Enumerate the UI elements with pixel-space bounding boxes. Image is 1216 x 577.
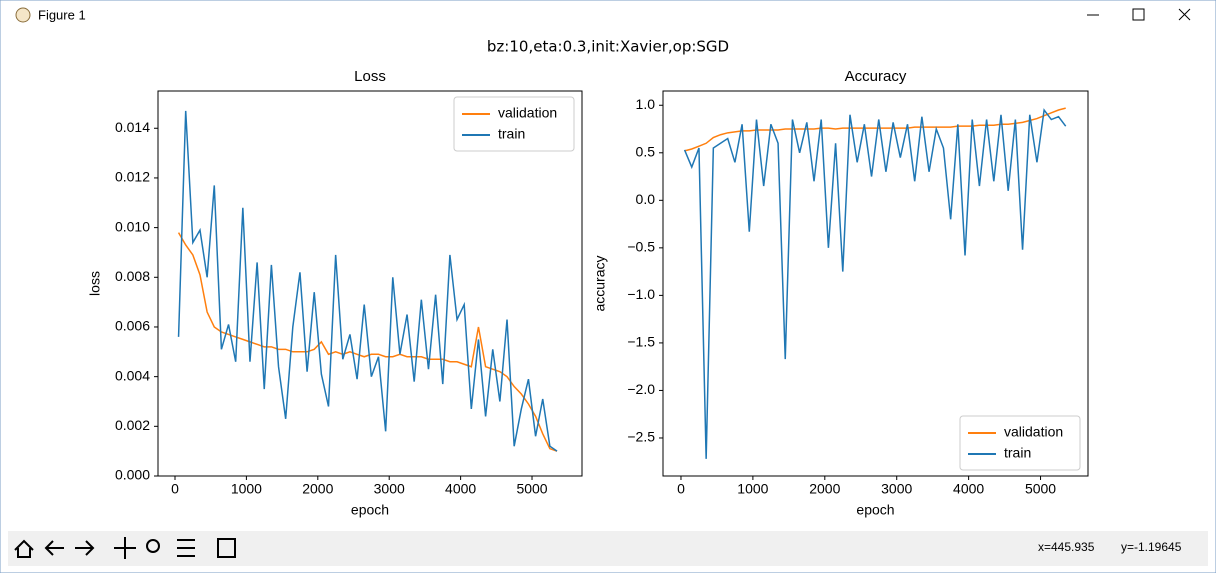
y-tick-label: 0.002 bbox=[115, 417, 150, 433]
y-tick-label: −1.5 bbox=[627, 334, 655, 350]
y-tick-label: 0.004 bbox=[115, 367, 150, 383]
y-tick-label: 0.5 bbox=[636, 143, 656, 159]
x-tick-label: 4000 bbox=[953, 481, 984, 497]
legend-box bbox=[453, 96, 575, 152]
y-tick-label: −1.0 bbox=[627, 286, 655, 302]
y-tick-label: 0.008 bbox=[115, 268, 150, 284]
y-tick-label: −2.0 bbox=[627, 381, 655, 397]
toolbar-buttons bbox=[14, 537, 236, 559]
y-axis-label: loss bbox=[87, 271, 103, 296]
y-tick-label: −2.5 bbox=[627, 429, 655, 445]
legend-label: validation bbox=[1004, 424, 1063, 440]
figure-title: bz:10,eta:0.3,init:Xavier,op:SGD bbox=[487, 38, 729, 56]
x-tick-label: 2000 bbox=[809, 481, 840, 497]
chart-title: Loss bbox=[354, 68, 386, 85]
x-tick-label: 4000 bbox=[445, 481, 476, 497]
app-icon bbox=[15, 7, 31, 23]
x-tick-label: 1000 bbox=[231, 481, 262, 497]
save-button[interactable] bbox=[217, 538, 236, 558]
y-tick-label: 0.010 bbox=[115, 218, 150, 234]
forward-button[interactable] bbox=[75, 540, 95, 556]
x-tick-label: 5000 bbox=[516, 481, 547, 497]
toolbar bbox=[8, 531, 1208, 566]
y-axis-label: accuracy bbox=[592, 255, 608, 311]
y-tick-label: 0.014 bbox=[115, 119, 150, 135]
configure-button[interactable] bbox=[177, 539, 195, 557]
legend-label: validation bbox=[498, 105, 557, 121]
x-tick-label: 0 bbox=[171, 481, 179, 497]
series-line bbox=[683, 108, 1067, 459]
y-tick-label: 0.012 bbox=[115, 169, 150, 185]
legend-label: train bbox=[498, 126, 525, 142]
plot-frame bbox=[157, 90, 583, 477]
window-title: Figure 1 bbox=[38, 7, 86, 22]
home-button[interactable] bbox=[14, 539, 34, 558]
x-tick-label: 0 bbox=[677, 481, 685, 497]
x-axis-label: epoch bbox=[351, 502, 389, 518]
series-line bbox=[177, 232, 558, 452]
y-tick-label: −0.5 bbox=[627, 239, 655, 255]
zoom-button[interactable] bbox=[146, 539, 160, 553]
close-button[interactable] bbox=[1178, 8, 1191, 21]
x-tick-label: 3000 bbox=[374, 481, 405, 497]
maximize-button[interactable] bbox=[1132, 8, 1145, 21]
y-tick-label: 0.006 bbox=[115, 318, 150, 334]
x-tick-label: 1000 bbox=[737, 481, 768, 497]
legend-label: train bbox=[1004, 445, 1031, 461]
y-tick-label: 0.000 bbox=[115, 467, 150, 483]
plot-frame bbox=[662, 90, 1089, 477]
x-axis-label: epoch bbox=[856, 502, 894, 518]
series-line bbox=[177, 110, 558, 452]
x-tick-label: 2000 bbox=[302, 481, 333, 497]
y-tick-label: 1.0 bbox=[636, 96, 656, 112]
status-y: y=-1.19645 bbox=[1121, 540, 1182, 554]
status-x: x=445.935 bbox=[1038, 540, 1095, 554]
pan-button[interactable] bbox=[114, 537, 136, 559]
legend-box bbox=[959, 415, 1081, 471]
x-tick-label: 3000 bbox=[881, 481, 912, 497]
x-tick-label: 5000 bbox=[1025, 481, 1056, 497]
back-button[interactable] bbox=[44, 540, 64, 556]
y-tick-label: 0.0 bbox=[636, 191, 656, 207]
title-bar: Figure 1 bbox=[15, 7, 1191, 23]
chart-title: Accuracy bbox=[845, 68, 907, 85]
